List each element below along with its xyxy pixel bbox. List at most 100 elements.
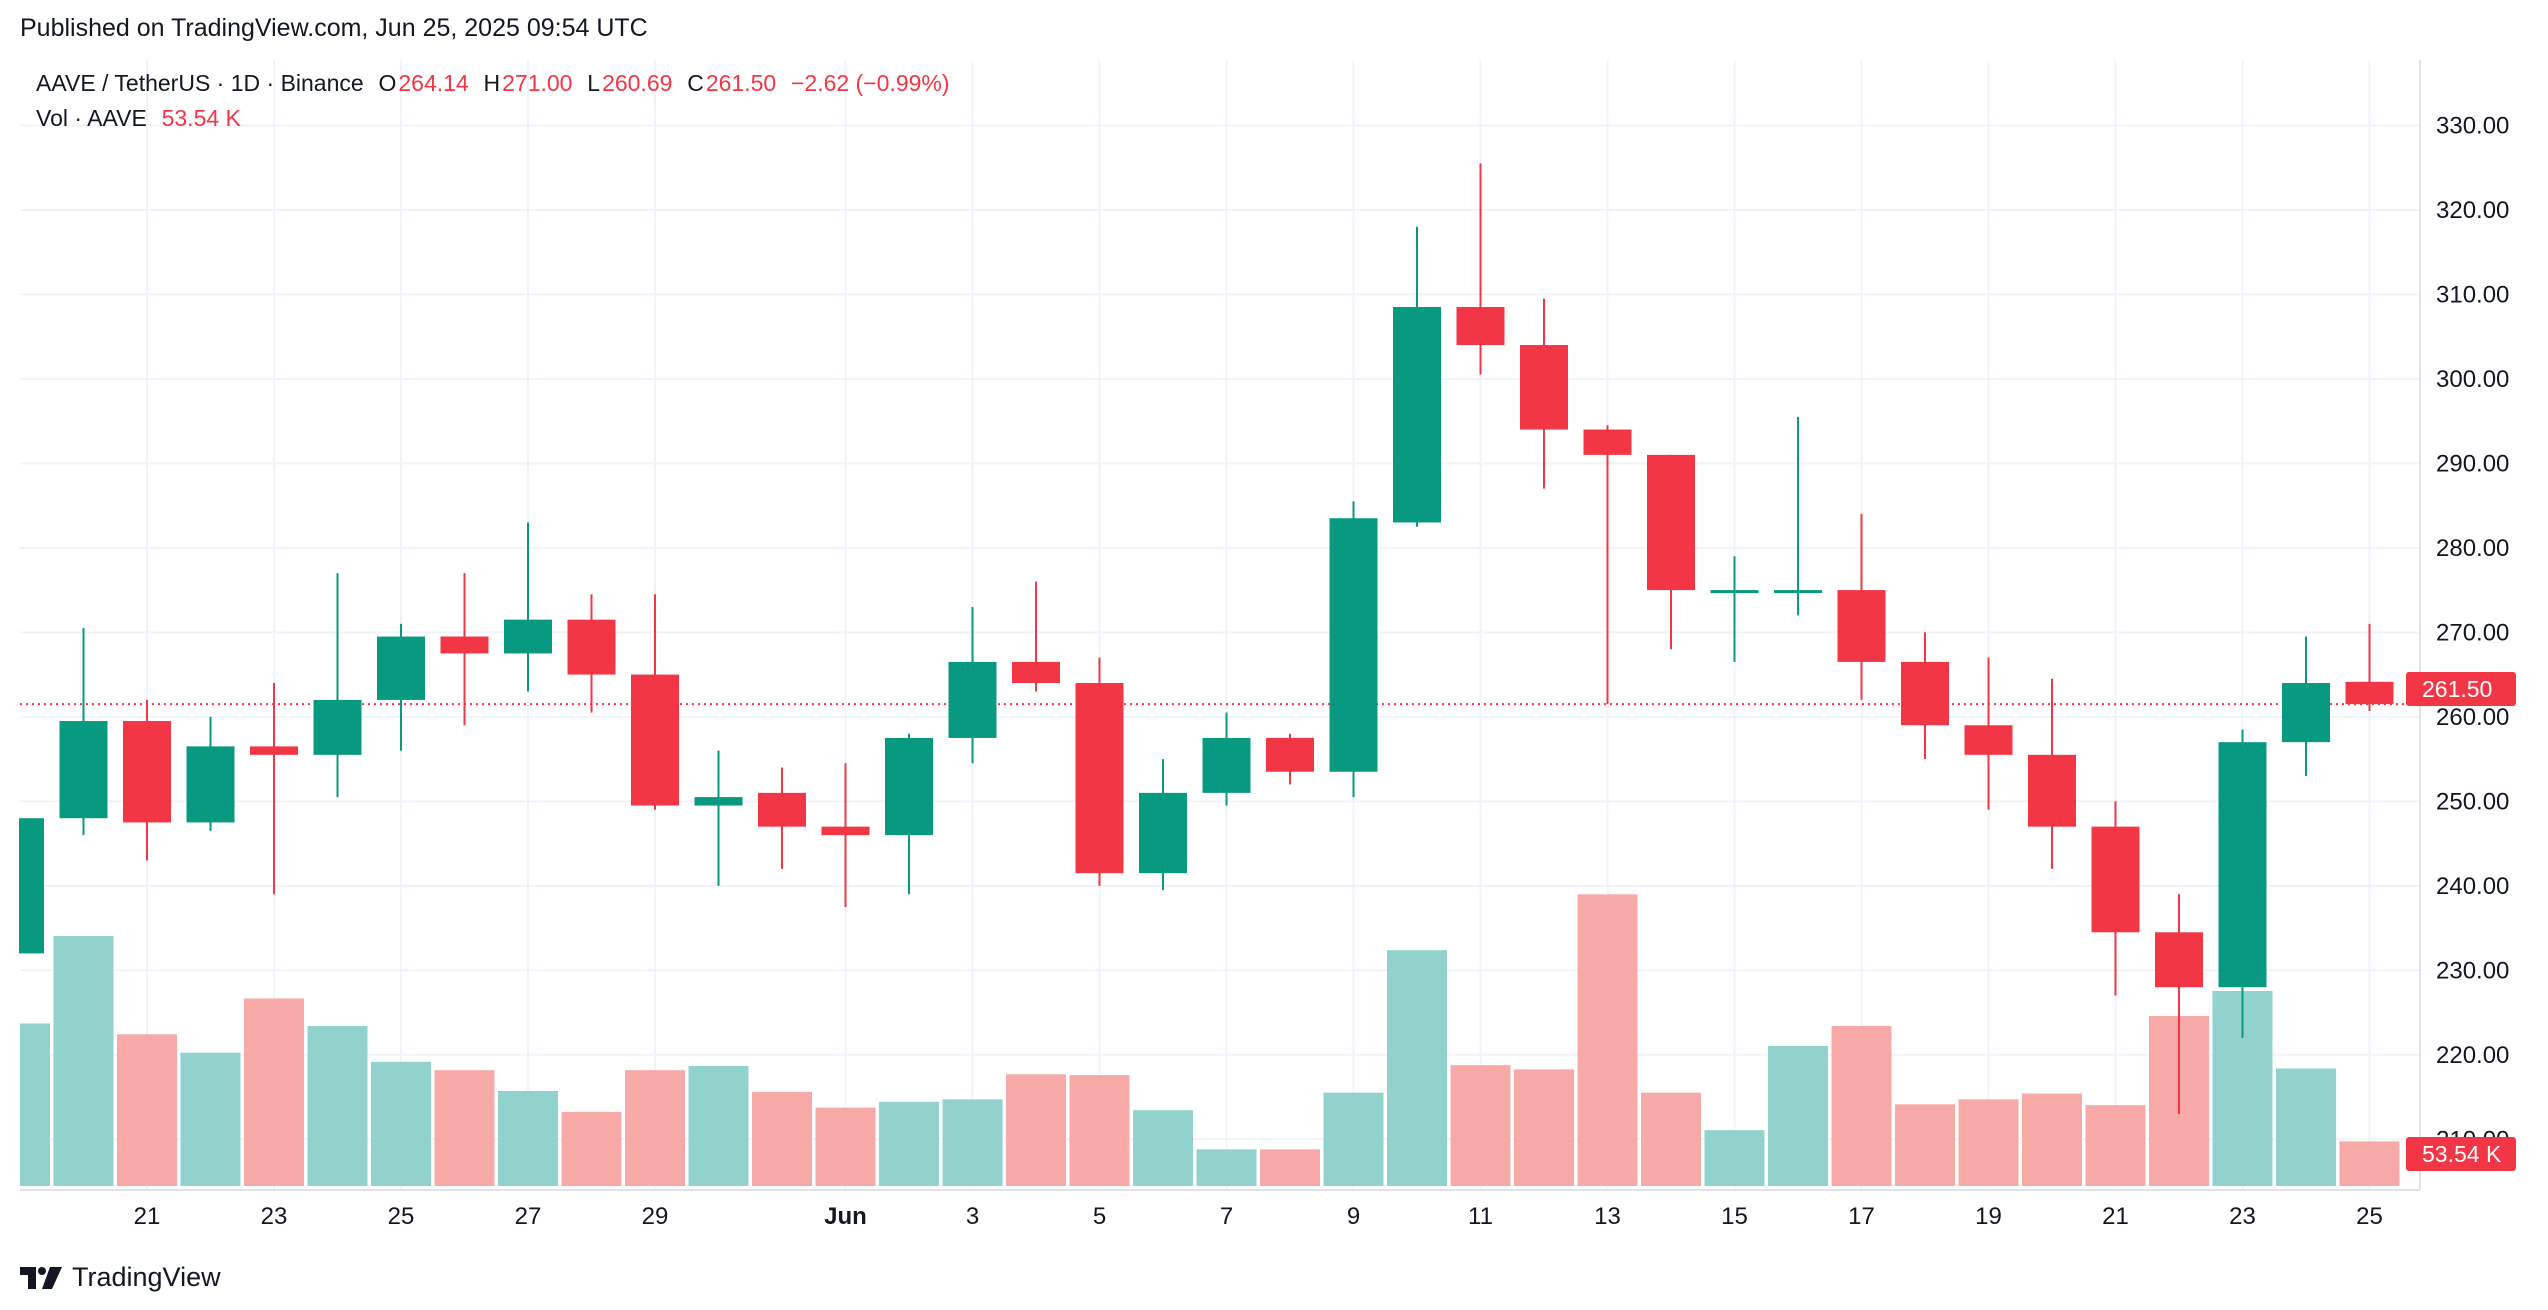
candle-body [2282,683,2330,743]
last-price-tag: 261.50 [2406,672,2516,706]
volume-bar [752,1091,812,1186]
volume-bars [20,894,2400,1186]
volume-bar [1260,1149,1320,1186]
x-tick-label: 11 [1468,1203,1493,1230]
x-tick-label: 19 [1975,1203,2002,1230]
volume-bar [371,1061,431,1186]
y-tick-label: 270.00 [2436,619,2509,646]
volume-bar [815,1107,876,1186]
y-tick-label: 300.00 [2436,366,2509,393]
candle-body [1520,345,1568,430]
x-axis: 21 23 25 27 29 Jun 3 5 7 9 11 13 15 17 19 21 23 25 [134,1203,2383,1230]
x-tick-label: 3 [966,1203,979,1230]
volume-label[interactable]: Vol · AAVE [36,105,147,131]
x-tick-label: Jun [824,1203,867,1230]
y-tick-label: 260.00 [2436,704,2509,731]
high-label: H [483,70,501,96]
x-tick-label: 23 [261,1203,288,1230]
candle-body [1266,737,1314,772]
candle-body [186,746,235,823]
x-tick-label: 5 [1093,1203,1106,1230]
volume-bar [117,1034,177,1186]
x-tick-label: 25 [388,1203,415,1230]
candle-body [1837,590,1886,662]
volume-bar [561,1111,622,1186]
tradingview-footer[interactable]: TradingView [20,1262,221,1293]
low-label: L [587,70,601,96]
volume-tag: 53.54 K [2406,1137,2516,1171]
published-header: Published on TradingView.com, Jun 25, 20… [20,14,648,42]
volume-bar [1323,1092,1384,1186]
candle-body [1393,307,1441,523]
y-tick-label: 230.00 [2436,957,2509,984]
grid-lines [20,60,2421,1191]
volume-bar [2085,1105,2146,1186]
y-tick-label: 330.00 [2436,112,2509,139]
volume-bar [688,1066,749,1186]
candle-body [1901,661,1949,726]
candle-body [1964,725,2013,755]
candle-body [694,797,743,806]
symbol-label[interactable]: AAVE / TetherUS · 1D · Binance [36,70,364,96]
x-tick-label: 17 [1848,1203,1875,1230]
y-tick-label: 280.00 [2436,535,2509,562]
candle-body [2218,742,2267,988]
candle-body [567,619,616,675]
candle-body [1329,518,1378,772]
candle-body [59,721,108,819]
volume-bar [1450,1065,1511,1186]
x-tick-label: 13 [1594,1203,1621,1230]
volume-bar [53,936,114,1186]
volume-bar [1133,1110,1193,1186]
open-value: 264.14 [398,70,469,96]
candle-body [2091,826,2140,933]
volume-bar [434,1070,495,1186]
volume-bar [2276,1068,2336,1186]
candle-body [1139,792,1187,874]
candle-body [1774,590,1822,594]
y-tick-label: 310.00 [2436,281,2509,308]
close-label: C [687,70,704,96]
x-tick-label: 15 [1721,1203,1748,1230]
volume-bar [2339,1141,2400,1186]
volume-bar [1831,1026,1892,1186]
x-tick-label: 27 [515,1203,542,1230]
volume-bar [1196,1149,1257,1186]
y-tick-label: 320.00 [2436,197,2509,224]
volume-value: 53.54 K [161,105,241,131]
volume-bar [1895,1104,1955,1186]
volume-bar [180,1052,241,1186]
candle-body [1647,454,1695,591]
volume-bar [1704,1130,1765,1186]
candle-body [1012,661,1060,684]
candle-body [1075,683,1124,874]
candle-body [2345,681,2394,705]
candle-body [1202,737,1251,793]
volume-legend: Vol · AAVE 53.54 K [36,105,243,132]
volume-bar [244,998,304,1186]
volume-bar [1768,1046,1828,1186]
volume-bar [1641,1092,1701,1186]
candle-body [20,818,44,954]
candle-body [440,636,489,654]
candle-body [1710,590,1759,594]
volume-bar [879,1101,939,1186]
volume-bar [307,1026,368,1186]
candle-body [123,721,171,823]
y-tick-label: 220.00 [2436,1042,2509,1069]
volume-bar [498,1091,558,1186]
x-tick-label: 21 [2102,1203,2129,1230]
low-value: 260.69 [602,70,673,96]
tradingview-brand: TradingView [72,1262,221,1292]
volume-bar [1577,894,1638,1186]
candle-body [377,636,425,700]
candle-body [758,792,806,827]
volume-bar [625,1070,685,1186]
open-label: O [378,70,397,96]
volume-bar [20,1023,50,1186]
candle-body [1583,429,1632,455]
candle-body [1456,307,1505,346]
volume-bar [2022,1093,2082,1186]
volume-bar [1387,950,1447,1186]
